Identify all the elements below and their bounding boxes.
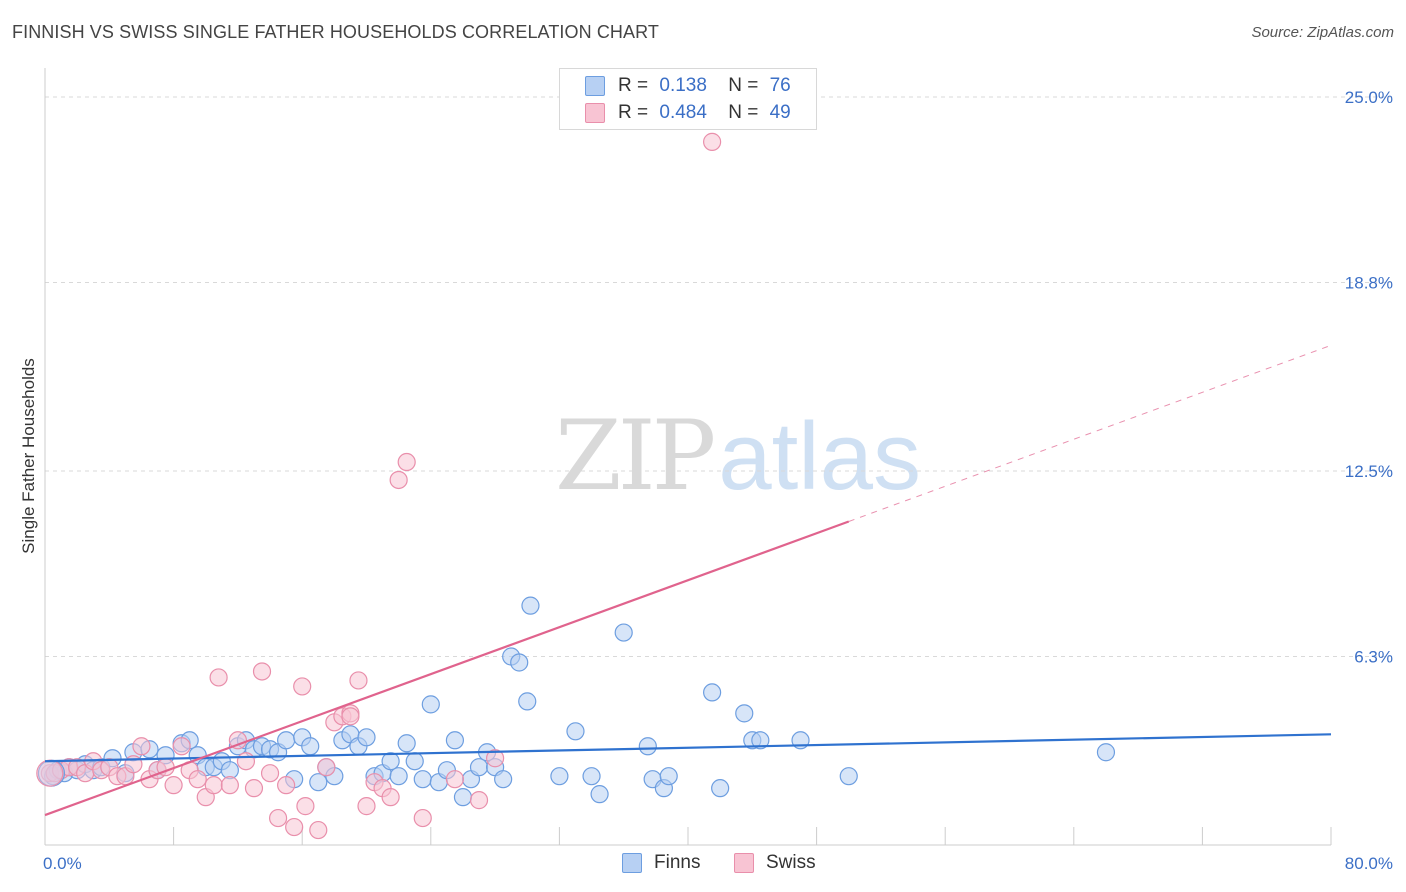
swiss-point-23 xyxy=(220,776,239,795)
r-value: 0.484 xyxy=(659,102,707,123)
swiss-point-32 xyxy=(293,677,312,696)
y-tick-label-0: 6.3% xyxy=(1354,648,1393,667)
swiss-point-28 xyxy=(260,764,280,783)
legend-item-finns: Finns xyxy=(622,852,700,874)
finns-point-48 xyxy=(445,731,465,750)
finns-point-75 xyxy=(1096,743,1116,762)
swiss-point-46 xyxy=(413,808,432,828)
finns-point-69 xyxy=(711,779,730,798)
n-value: 76 xyxy=(769,75,791,96)
r-label: R = xyxy=(618,102,649,123)
swiss-trend-line xyxy=(44,520,850,817)
finns-point-45 xyxy=(421,695,440,714)
swiss-point-48 xyxy=(469,791,489,810)
swiss-point-51 xyxy=(341,707,360,726)
finns-point-64 xyxy=(638,737,657,756)
finns-point-27 xyxy=(277,731,296,750)
swiss-point-16 xyxy=(164,776,183,795)
r-label: R = xyxy=(618,75,649,96)
finns-point-58 xyxy=(521,596,540,615)
finns-point-40 xyxy=(381,752,400,771)
legend-label-finns: Finns xyxy=(654,852,701,873)
swiss-point-17 xyxy=(172,737,191,756)
y-tick-label-3: 25.0% xyxy=(1345,88,1393,107)
tick-label-layer: 6.3% 12.5% 18.8% 25.0% 0.0% 80.0% xyxy=(43,88,1393,873)
finns-trend-line xyxy=(44,733,1332,763)
swiss-point-12 xyxy=(132,737,151,756)
n-label: N = xyxy=(728,102,759,123)
swiss-point-50 xyxy=(486,749,505,768)
stats-legend-text-finns: R = 0.138 N = 76 xyxy=(618,75,791,97)
swiss-point-31 xyxy=(285,817,304,837)
trend-layer xyxy=(44,344,1332,817)
stats-legend-text-swiss: R = 0.484 N = 49 xyxy=(618,102,791,124)
series-legend: Finns Swiss xyxy=(0,852,1406,878)
finns-point-31 xyxy=(309,773,328,792)
finns-point-74 xyxy=(839,767,858,786)
n-label: N = xyxy=(728,75,759,96)
finns-point-70 xyxy=(735,704,754,723)
finns-point-49 xyxy=(453,788,473,807)
swiss-point-27 xyxy=(252,662,272,681)
swiss-point-45 xyxy=(397,452,416,472)
finns-point-60 xyxy=(566,722,585,741)
finns-point-67 xyxy=(659,767,678,786)
finns-point-72 xyxy=(751,731,770,750)
swiss-legend-swatch xyxy=(734,853,754,873)
swiss-swatch xyxy=(585,103,605,123)
finns-point-51 xyxy=(469,758,489,777)
swiss-cluster-point xyxy=(36,759,64,787)
finns-point-62 xyxy=(590,785,609,804)
chart-title: FINNISH VS SWISS SINGLE FATHER HOUSEHOLD… xyxy=(12,22,660,42)
finns-point-68 xyxy=(703,683,722,702)
x-tick-label-1: 80.0% xyxy=(1345,854,1393,873)
finns-point-42 xyxy=(397,734,416,753)
swiss-point-39 xyxy=(349,671,368,690)
points-layer xyxy=(36,132,1116,840)
r-value: 0.138 xyxy=(659,75,707,96)
swiss-point-22 xyxy=(209,668,228,687)
source-credit: Source: ZipAtlas.com xyxy=(1251,24,1394,41)
finns-point-41 xyxy=(389,767,408,786)
swiss-point-19 xyxy=(188,770,207,789)
stats-legend: R = 0.138 N = 76 R = 0.484 N = 49 xyxy=(559,68,817,130)
finns-point-56 xyxy=(510,653,529,672)
finns-point-54 xyxy=(494,770,513,789)
swiss-point-33 xyxy=(296,797,315,816)
y-tick-label-2: 18.8% xyxy=(1345,274,1393,293)
swiss-point-25 xyxy=(236,752,256,771)
swiss-point-34 xyxy=(309,820,328,840)
grid-layer xyxy=(45,96,1392,658)
y-tick-label-1: 12.5% xyxy=(1345,462,1393,481)
swiss-point-49 xyxy=(703,132,722,151)
finns-point-37 xyxy=(357,728,376,747)
legend-label-swiss: Swiss xyxy=(766,852,816,873)
axis-layer xyxy=(44,68,1332,846)
finns-point-43 xyxy=(405,752,424,771)
swiss-point-30 xyxy=(277,776,296,795)
swiss-point-47 xyxy=(445,770,465,789)
n-value: 49 xyxy=(769,102,791,123)
swiss-trend-extension xyxy=(848,344,1332,522)
finns-swatch xyxy=(585,76,605,96)
finns-point-30 xyxy=(301,737,320,756)
swiss-point-44 xyxy=(389,470,408,490)
swiss-point-35 xyxy=(317,758,336,777)
swiss-point-40 xyxy=(357,797,376,816)
finns-point-61 xyxy=(582,767,601,786)
swiss-point-29 xyxy=(268,808,288,828)
swiss-point-21 xyxy=(204,776,223,795)
finns-point-59 xyxy=(550,767,569,786)
legend-item-swiss: Swiss xyxy=(734,852,816,874)
finns-point-63 xyxy=(614,623,633,642)
finns-legend-swatch xyxy=(622,853,642,873)
x-tick-label-0: 0.0% xyxy=(43,854,82,873)
swiss-point-26 xyxy=(244,779,264,798)
swiss-point-43 xyxy=(381,788,400,807)
finns-point-57 xyxy=(518,692,537,711)
finns-point-44 xyxy=(413,770,432,789)
swiss-point-24 xyxy=(228,731,247,750)
